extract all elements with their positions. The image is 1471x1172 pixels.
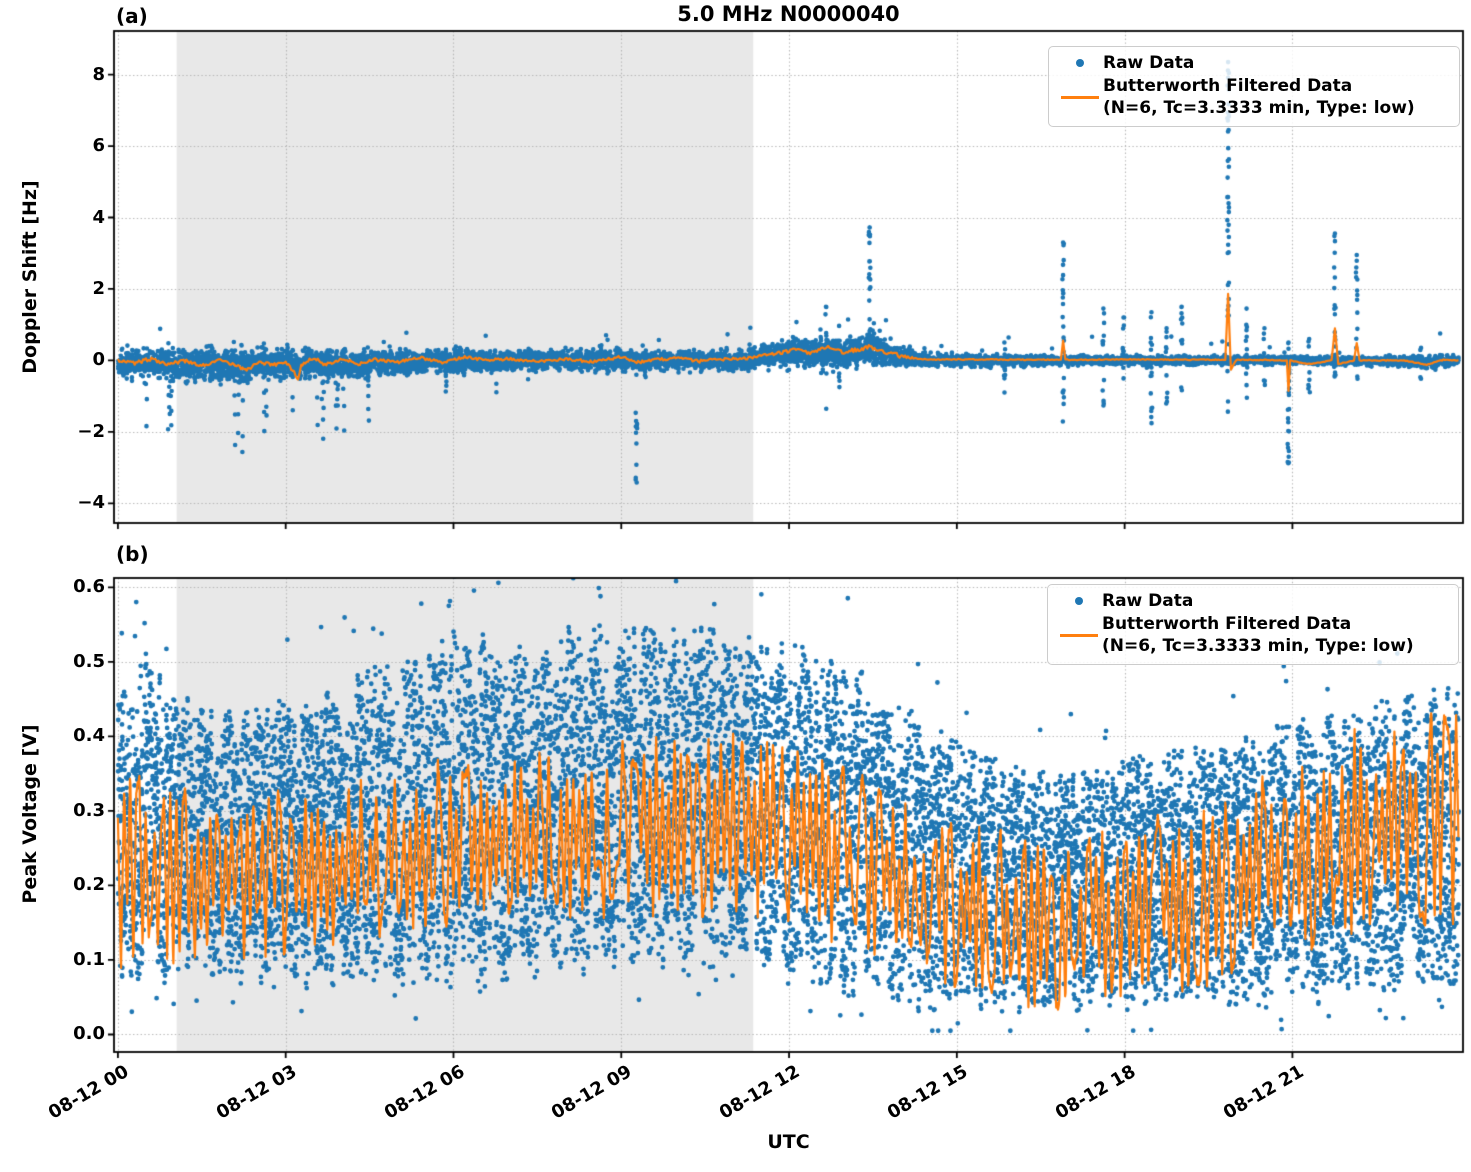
y-tick-label-doppler: −4: [77, 492, 105, 514]
y-tick-label-doppler: 4: [92, 206, 105, 228]
legend-entry-filtered: Butterworth Filtered Data (N=6, Tc=3.333…: [1056, 613, 1448, 657]
raw-data-marker-icon: [1075, 597, 1083, 605]
y-tick-label-doppler: 6: [92, 135, 105, 157]
y-axis-label-doppler: Doppler Shift [Hz]: [19, 180, 41, 374]
legend-filtered-label-line1: Butterworth Filtered Data: [1102, 614, 1352, 634]
raw-data-marker-icon: [1076, 59, 1084, 67]
legend-filtered-label-line2: (N=6, Tc=3.3333 min, Type: low): [1103, 98, 1415, 118]
y-tick-label-doppler: 2: [92, 277, 105, 299]
y-tick-label-voltage: 0.1: [73, 948, 105, 970]
y-tick-label-voltage: 0.3: [73, 799, 105, 821]
legend-filtered-label-line1: Butterworth Filtered Data: [1103, 76, 1353, 96]
legend-raw-label: Raw Data: [1102, 591, 1194, 611]
filtered-data-marker-icon: [1061, 95, 1099, 99]
x-axis-label: UTC: [767, 1131, 810, 1153]
y-tick-label-voltage: 0.5: [73, 650, 105, 672]
legend-panel-a: Raw Data Butterworth Filtered Data (N=6,…: [1048, 46, 1460, 127]
y-axis-label-voltage: Peak Voltage [V]: [19, 724, 41, 904]
y-tick-label-voltage: 0.0: [73, 1023, 105, 1045]
panel-a-label: (a): [116, 4, 148, 28]
y-tick-label-doppler: 8: [92, 63, 105, 85]
legend-panel-b: Raw Data Butterworth Filtered Data (N=6,…: [1047, 584, 1459, 665]
legend-filtered-label-line2: (N=6, Tc=3.3333 min, Type: low): [1102, 636, 1414, 656]
legend-entry-filtered: Butterworth Filtered Data (N=6, Tc=3.333…: [1057, 75, 1449, 119]
filtered-data-marker-icon: [1060, 633, 1098, 637]
legend-raw-label: Raw Data: [1103, 53, 1195, 73]
panel-b-label: (b): [116, 542, 149, 566]
y-tick-label-doppler: −2: [77, 420, 105, 442]
y-tick-label-voltage: 0.4: [73, 725, 105, 747]
legend-entry-raw: Raw Data: [1056, 590, 1448, 612]
legend-entry-raw: Raw Data: [1057, 52, 1449, 74]
y-tick-label-voltage: 0.6: [73, 576, 105, 598]
chart-title: 5.0 MHz N0000040: [677, 2, 900, 26]
y-tick-label-doppler: 0: [92, 349, 105, 371]
y-tick-label-voltage: 0.2: [73, 874, 105, 896]
